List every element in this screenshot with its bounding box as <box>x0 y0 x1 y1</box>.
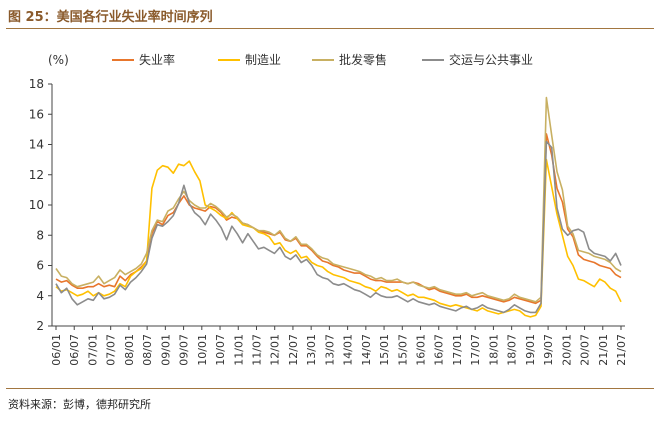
y-tick-label: 2 <box>36 319 44 333</box>
series-line-4 <box>55 140 622 314</box>
legend: 失业率 制造业 批发零售 交运与公共事业 <box>112 52 533 67</box>
x-tick-label: 07/01 <box>86 334 99 366</box>
series-line-3 <box>55 96 622 303</box>
series-line-1 <box>55 133 622 305</box>
figure-title: 图 25：美国各行业失业率时间序列 <box>8 10 213 25</box>
x-tick-label: 06/01 <box>50 334 63 366</box>
legend-label: 批发零售 <box>339 52 387 67</box>
x-tick-label: 13/01 <box>305 334 318 366</box>
y-tick-label: 16 <box>29 107 44 121</box>
x-tick-label: 13/07 <box>323 334 336 366</box>
x-tick-label: 07/07 <box>105 334 118 366</box>
x-tick-label: 06/07 <box>68 334 81 366</box>
y-tick-label: 12 <box>29 168 44 182</box>
x-tick-label: 11/07 <box>250 334 263 366</box>
y-tick-label: 8 <box>36 228 44 242</box>
legend-label: 交运与公共事业 <box>449 52 533 67</box>
title-rule <box>6 28 654 29</box>
axes: 2 4 6 8 10 12 14 16 18 (%) 06/01 06/07 07/01 07/07 08/… <box>29 53 628 366</box>
series-line-2 <box>55 158 622 318</box>
y-axis-label: (%) <box>48 53 69 67</box>
y-tick-label: 6 <box>36 259 44 273</box>
x-tick-label: 21/01 <box>597 334 610 366</box>
x-tick-label: 11/01 <box>232 334 245 366</box>
x-tick-label: 19/01 <box>524 334 537 366</box>
x-tick-label: 15/07 <box>396 334 409 366</box>
line-chart: 2 4 6 8 10 12 14 16 18 (%) 06/01 06/07 07/01 07/07 08/… <box>29 52 628 366</box>
x-tick-label: 18/01 <box>487 334 500 366</box>
x-tick-label: 10/01 <box>196 334 209 366</box>
x-tick-label: 17/01 <box>451 334 464 366</box>
x-tick-label: 20/07 <box>579 334 592 366</box>
y-tick-label: 14 <box>29 138 44 152</box>
y-tick-label: 10 <box>29 198 44 212</box>
legend-label: 制造业 <box>245 53 281 67</box>
x-tick-label: 15/01 <box>378 334 391 366</box>
x-tick-label: 16/07 <box>433 334 446 366</box>
x-tick-label: 14/07 <box>360 334 373 366</box>
y-tick-label: 4 <box>36 289 44 303</box>
legend-label: 失业率 <box>139 52 175 67</box>
x-tick-label: 09/07 <box>178 334 191 366</box>
x-tick-label: 21/07 <box>615 334 628 366</box>
x-tick-label: 08/01 <box>123 334 136 366</box>
x-tick-label: 14/01 <box>342 334 355 366</box>
x-tick-label: 12/01 <box>269 334 282 366</box>
source-note: 资料来源：彭博，德邦研究所 <box>8 398 151 411</box>
x-tick-label: 20/01 <box>560 334 573 366</box>
x-tick-label: 16/01 <box>415 334 428 366</box>
x-tick-label: 17/07 <box>469 334 482 366</box>
x-tick-label: 19/07 <box>542 334 555 366</box>
y-tick-label: 18 <box>29 77 44 91</box>
x-tick-label: 08/07 <box>141 334 154 366</box>
x-tick-label: 12/07 <box>287 334 300 366</box>
x-tick-label: 10/07 <box>214 334 227 366</box>
series-layer <box>55 96 622 318</box>
x-tick-label: 09/01 <box>159 334 172 366</box>
source-rule <box>6 388 654 389</box>
x-tick-label: 18/07 <box>506 334 519 366</box>
